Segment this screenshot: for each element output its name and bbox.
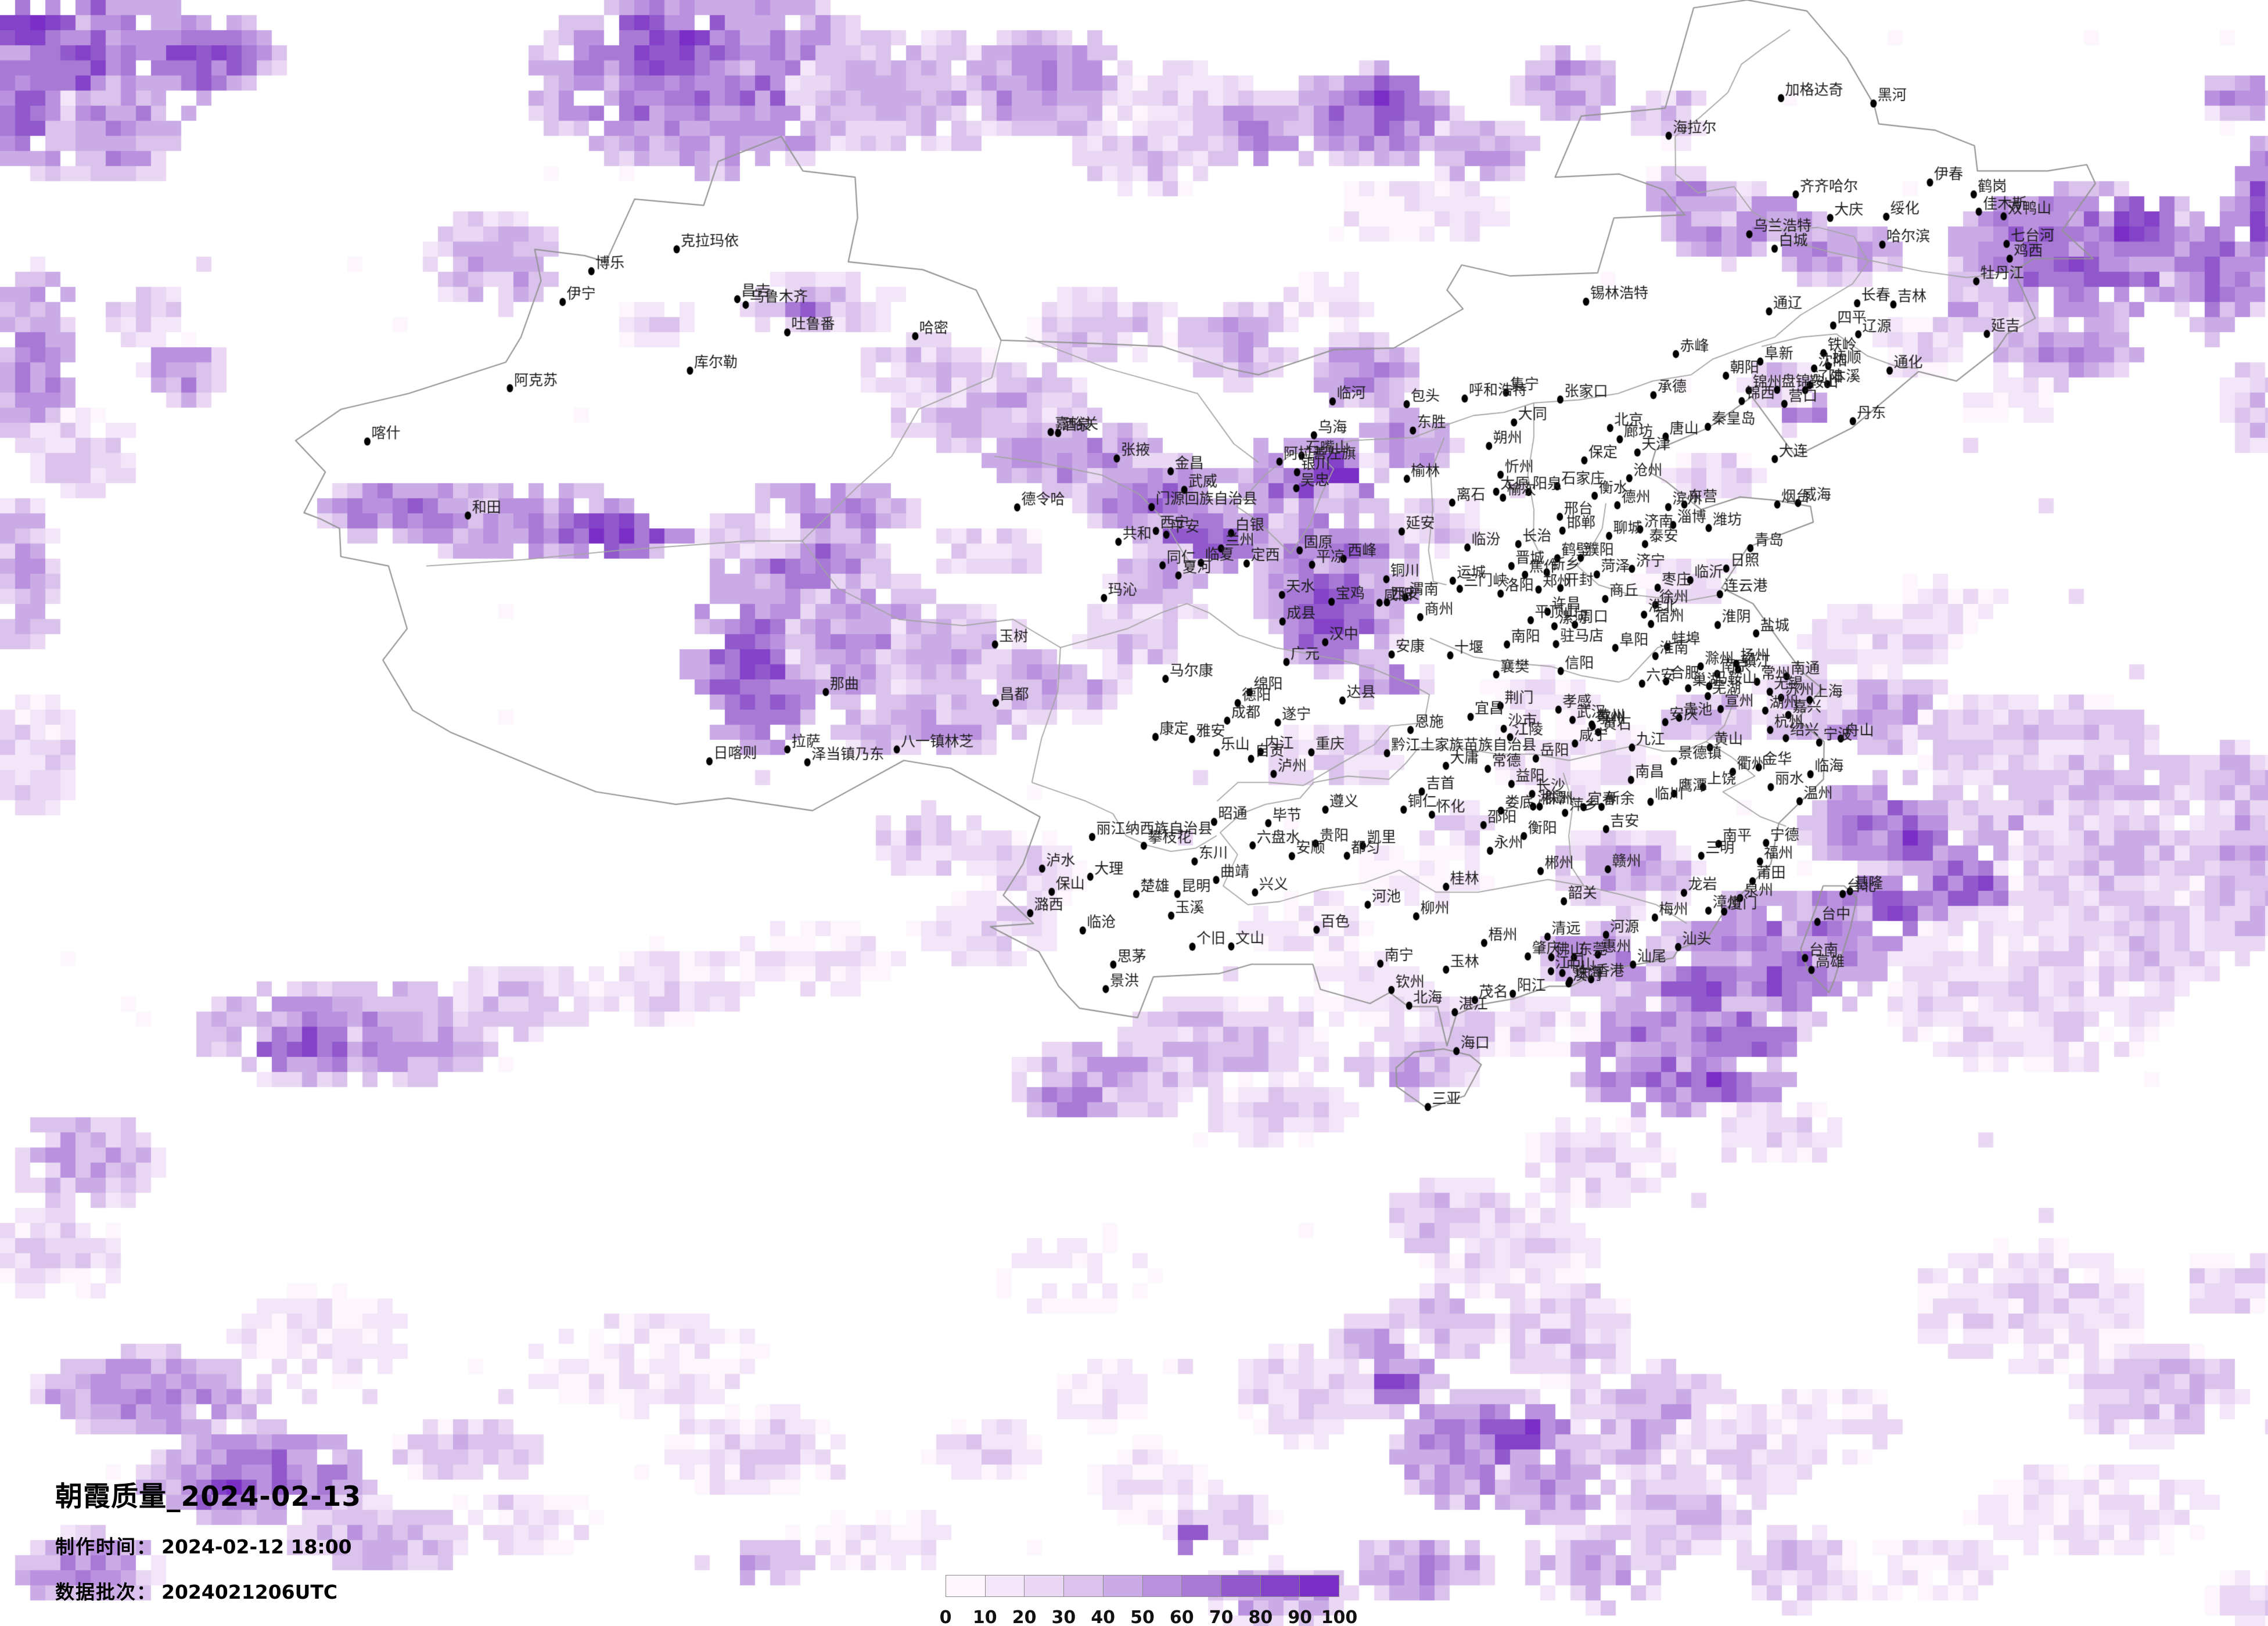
legend-color-cell — [1182, 1575, 1221, 1596]
map-title: 朝霞质量_2024-02-13 — [55, 1481, 362, 1513]
legend-color-cell — [1300, 1575, 1339, 1596]
legend-tick: 100 — [1321, 1607, 1358, 1626]
legend-colorbar — [946, 1575, 1339, 1597]
legend-tick: 30 — [1051, 1607, 1076, 1626]
legend-color-cell — [1064, 1575, 1104, 1596]
data-batch-row: 数据批次： 2024021206UTC — [55, 1577, 361, 1605]
legend: 0 10 20 30 40 50 60 70 80 90 100 — [940, 1575, 1358, 1626]
legend-tick: 90 — [1288, 1607, 1313, 1626]
legend-tick: 40 — [1091, 1607, 1116, 1626]
legend-tick: 60 — [1169, 1607, 1194, 1626]
legend-color-cell — [946, 1575, 986, 1596]
production-time-row: 制作时间： 2024-02-12 18:00 — [55, 1531, 361, 1559]
legend-color-cell — [1142, 1575, 1182, 1596]
production-time-label: 制作时间： — [55, 1535, 157, 1558]
data-batch-value: 2024021206UTC — [161, 1581, 338, 1603]
legend-color-cell — [1025, 1575, 1065, 1596]
production-time-value: 2024-02-12 18:00 — [161, 1535, 352, 1558]
legend-color-cell — [1260, 1575, 1300, 1596]
legend-tick-labels: 0 10 20 30 40 50 60 70 80 90 100 — [940, 1607, 1358, 1626]
legend-color-cell — [1103, 1575, 1143, 1596]
legend-tick: 20 — [1012, 1607, 1037, 1626]
legend-tick: 50 — [1130, 1607, 1155, 1626]
legend-tick: 0 — [939, 1607, 952, 1626]
title-block: 朝霞质量_2024-02-13 制作时间： 2024-02-12 18:00 数据… — [55, 1474, 361, 1605]
legend-color-cell — [1221, 1575, 1261, 1596]
legend-color-cell — [985, 1575, 1025, 1596]
data-batch-label: 数据批次： — [55, 1581, 157, 1603]
legend-tick: 70 — [1209, 1607, 1234, 1626]
legend-tick: 80 — [1248, 1607, 1273, 1626]
legend-tick: 10 — [972, 1607, 997, 1626]
